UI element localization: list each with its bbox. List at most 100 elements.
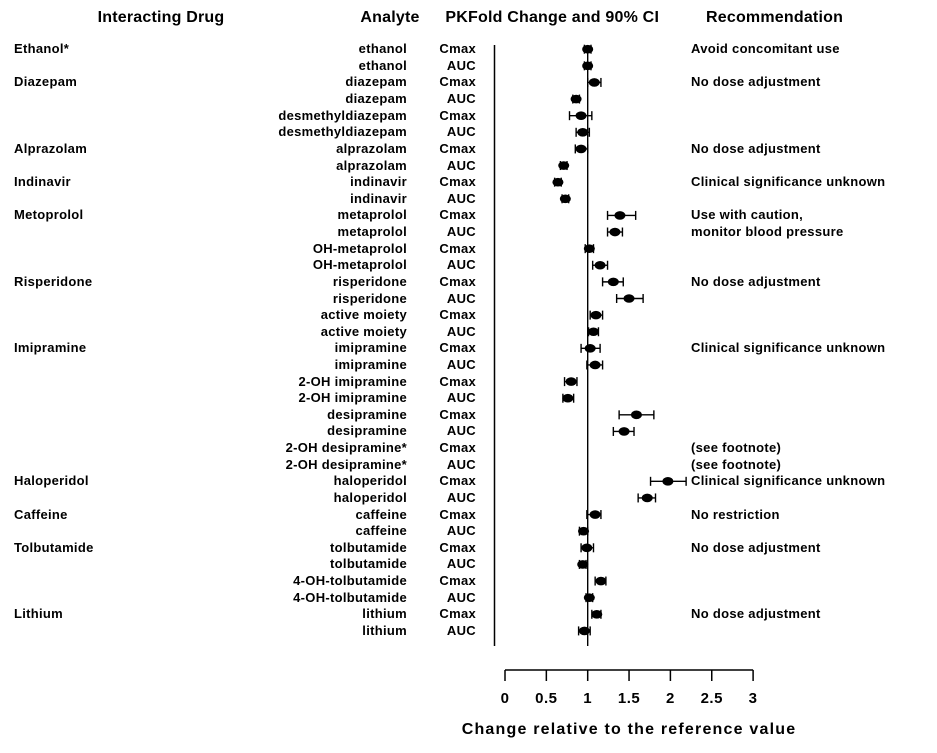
analyte-label: ethanol xyxy=(358,41,407,57)
recommendation-label: No dose adjustment xyxy=(691,140,821,156)
analyte-label: risperidone xyxy=(332,290,407,306)
pk-label: AUC xyxy=(446,556,476,572)
pk-label: Cmax xyxy=(439,41,476,57)
pk-label: Cmax xyxy=(439,440,476,456)
point-estimate-dot xyxy=(587,327,599,337)
drug-label: Tolbutamide xyxy=(14,539,94,555)
drug-label: Haloperidol xyxy=(14,473,89,489)
column-header-pk: PK xyxy=(445,9,468,26)
point-estimate-dot xyxy=(582,61,594,71)
pk-label: Cmax xyxy=(439,174,476,190)
point-estimate-dot xyxy=(590,310,602,320)
pk-label: Cmax xyxy=(439,207,476,223)
column-header-recommendation: Recommendation xyxy=(706,9,844,26)
analyte-label: caffeine xyxy=(355,523,407,539)
pk-label: AUC xyxy=(446,390,476,406)
drug-label: Risperidone xyxy=(14,273,93,289)
point-estimate-dot xyxy=(575,144,587,154)
drug-label: Lithium xyxy=(14,606,64,622)
point-estimate-dot xyxy=(607,277,619,287)
pk-label: Cmax xyxy=(439,273,476,289)
point-estimate-dot xyxy=(609,227,621,237)
analyte-label: metaprolol xyxy=(337,207,407,223)
drug-label: Imipramine xyxy=(14,340,87,356)
analyte-label: diazepam xyxy=(345,74,407,90)
analyte-label: indinavir xyxy=(350,190,407,206)
pk-label: Cmax xyxy=(439,573,476,589)
pk-label: AUC xyxy=(446,323,476,339)
analyte-label: 4-OH-tolbutamide xyxy=(293,589,407,605)
analyte-label: indinavir xyxy=(350,174,407,190)
recommendation-label: (see footnote) xyxy=(691,440,782,456)
x-axis-tick-label: 3 xyxy=(749,690,758,707)
point-estimate-dot xyxy=(614,211,626,220)
point-estimate-dot xyxy=(565,377,577,386)
analyte-label: haloperidol xyxy=(333,473,407,489)
analyte-label: caffeine xyxy=(355,506,407,522)
x-axis-title: Change relative to the reference value xyxy=(461,721,797,738)
analyte-label: lithium xyxy=(362,606,407,622)
point-estimate-dot xyxy=(641,493,653,503)
analyte-label: imipramine xyxy=(334,340,407,356)
point-estimate-dot xyxy=(618,427,630,436)
pk-label: Cmax xyxy=(439,606,476,622)
drug-label: Diazepam xyxy=(14,74,78,90)
point-estimate-dot xyxy=(570,94,582,104)
pk-label: AUC xyxy=(446,190,476,206)
analyte-label: OH-metaprolol xyxy=(312,257,407,273)
recommendation-label: No dose adjustment xyxy=(691,74,821,90)
analyte-label: ethanol xyxy=(358,57,407,73)
pk-label: AUC xyxy=(446,356,476,372)
analyte-label: desipramine xyxy=(327,406,407,422)
analyte-label: metaprolol xyxy=(337,224,407,240)
analyte-label: imipramine xyxy=(334,356,407,372)
point-estimate-dot xyxy=(582,44,594,54)
pk-label: Cmax xyxy=(439,340,476,356)
point-estimate-dot xyxy=(575,111,587,120)
pk-label: AUC xyxy=(446,489,476,505)
pk-label: AUC xyxy=(446,456,476,472)
drug-label: Alprazolam xyxy=(14,140,88,156)
pk-label: Cmax xyxy=(439,473,476,489)
analyte-label: tolbutamide xyxy=(330,539,407,555)
drug-label: Metoprolol xyxy=(14,207,84,223)
column-header-fold-change: Fold Change and 90% CI xyxy=(468,9,660,26)
point-estimate-dot xyxy=(577,560,589,569)
point-estimate-dot xyxy=(583,244,595,253)
pk-label: Cmax xyxy=(439,240,476,256)
pk-label: AUC xyxy=(446,523,476,539)
recommendation-label: No dose adjustment xyxy=(691,606,821,622)
pk-label: AUC xyxy=(446,157,476,173)
analyte-label: active moiety xyxy=(320,323,407,339)
x-axis-tick-label: 0.5 xyxy=(535,690,557,707)
pk-label: AUC xyxy=(446,224,476,240)
pk-label: AUC xyxy=(446,423,476,439)
analyte-label: alprazolam xyxy=(336,157,407,173)
point-estimate-dot xyxy=(578,626,590,636)
x-axis-tick-label: 2.5 xyxy=(701,690,723,707)
pk-label: Cmax xyxy=(439,506,476,522)
analyte-label: desmethyldiazepam xyxy=(278,107,407,123)
pk-label: Cmax xyxy=(439,406,476,422)
pk-label: Cmax xyxy=(439,140,476,156)
pk-label: Cmax xyxy=(439,307,476,323)
point-estimate-dot xyxy=(589,360,601,370)
point-estimate-dot xyxy=(578,526,590,536)
pk-label: AUC xyxy=(446,589,476,605)
pk-label: Cmax xyxy=(439,74,476,90)
column-header-interacting-drug: Interacting Drug xyxy=(97,9,225,26)
pk-label: AUC xyxy=(446,622,476,638)
pk-label: Cmax xyxy=(439,539,476,555)
x-axis-tick-label: 0 xyxy=(501,690,510,707)
x-axis-tick-label: 2 xyxy=(666,690,675,707)
point-estimate-dot xyxy=(662,477,674,486)
recommendation-label: Use with caution, xyxy=(691,207,804,223)
pk-label: Cmax xyxy=(439,107,476,123)
analyte-label: tolbutamide xyxy=(330,556,407,572)
column-header-analyte: Analyte xyxy=(360,9,420,26)
analyte-label: active moiety xyxy=(320,307,407,323)
point-estimate-dot xyxy=(595,576,607,586)
pk-label: AUC xyxy=(446,57,476,73)
point-estimate-dot xyxy=(591,609,603,619)
drug-label: Indinavir xyxy=(14,174,71,190)
